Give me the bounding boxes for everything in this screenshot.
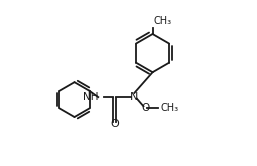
Text: N: N (130, 92, 139, 102)
Text: O: O (110, 119, 119, 129)
Text: O: O (141, 103, 149, 113)
Text: NH: NH (83, 92, 99, 102)
Text: CH₃: CH₃ (154, 16, 172, 26)
Text: CH₃: CH₃ (160, 103, 178, 113)
